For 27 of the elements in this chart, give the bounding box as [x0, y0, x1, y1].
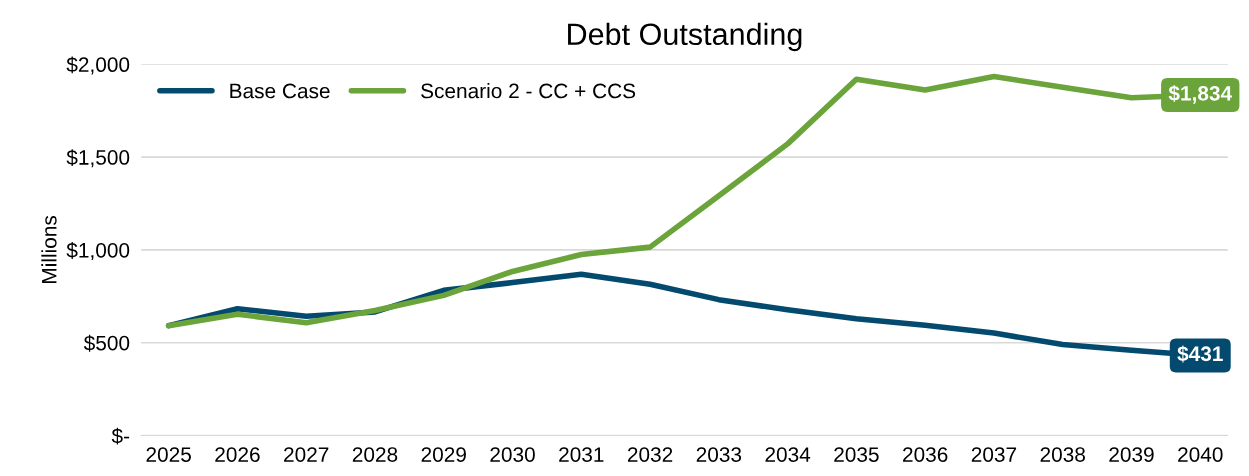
x-tick-label: 2026 [215, 447, 260, 462]
x-tick-label: 2027 [284, 447, 329, 462]
x-tick-label: 2033 [696, 447, 742, 462]
x-tick-label: 2038 [1040, 447, 1085, 462]
x-tick-label: 2031 [559, 447, 604, 462]
x-tick-label: 2035 [834, 447, 879, 462]
x-tick-label: 2034 [765, 447, 811, 462]
y-tick-label: $500 [83, 334, 130, 352]
x-tick-label: 2040 [1178, 447, 1223, 462]
x-tick-label: 2025 [146, 447, 191, 462]
y-tick-label: $- [111, 427, 130, 445]
chart-title: Debt Outstanding [568, 22, 802, 52]
y-tick-label: $1,000 [66, 242, 130, 261]
y-axis-title: Millions [41, 215, 57, 283]
y-tick-label: $1,500 [66, 149, 130, 168]
x-tick-label: 2039 [1109, 447, 1154, 462]
legend-label: Base Case [230, 83, 330, 99]
legend-label: Scenario 2 - CC + CCS [421, 83, 636, 99]
x-tick-label: 2037 [971, 447, 1017, 462]
data-label: $431 [1177, 345, 1223, 363]
data-label: $1,834 [1168, 85, 1233, 104]
x-tick-label: 2032 [627, 447, 673, 462]
y-tick-label: $2,000 [66, 56, 130, 75]
x-tick-label: 2036 [903, 447, 948, 462]
x-tick-label: 2029 [421, 447, 466, 462]
x-tick-label: 2028 [352, 447, 398, 462]
x-tick-label: 2030 [490, 447, 535, 462]
